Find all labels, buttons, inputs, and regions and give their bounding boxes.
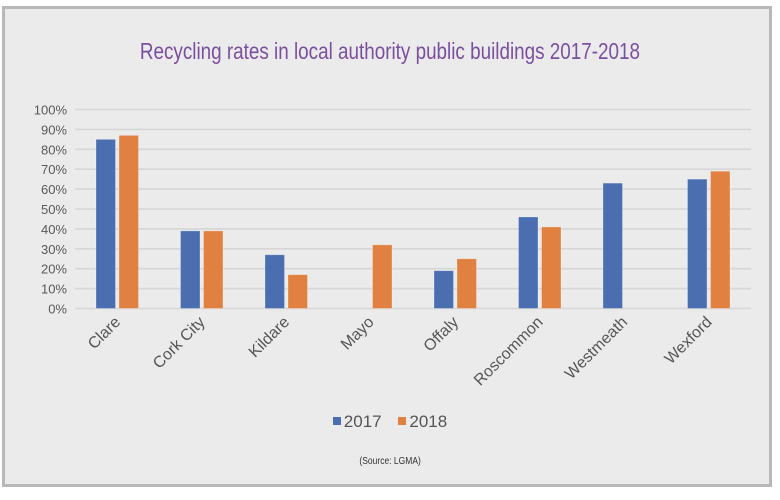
y-tick-label: 70%: [41, 162, 67, 177]
bar-2017-offaly: [433, 270, 454, 309]
x-tick-label: Roscommon: [471, 314, 547, 390]
bar-2017-clare: [95, 138, 116, 309]
y-tick-label: 50%: [41, 202, 67, 217]
chart-title-text: Recycling rates in local authority publi…: [139, 38, 641, 64]
bar-2018-clare: [118, 134, 139, 309]
y-tick-label: 0%: [48, 302, 67, 317]
bar-2018-roscommon: [541, 226, 562, 309]
y-tick-label: 40%: [41, 222, 67, 237]
x-tick-label: Clare: [85, 314, 124, 353]
bar-2017-wexford: [687, 178, 708, 309]
y-tick-label: 30%: [41, 242, 67, 257]
x-tick-label: Westmeath: [562, 314, 631, 383]
x-tick-label: Offaly: [421, 314, 462, 355]
bar-2018-offaly: [456, 258, 477, 309]
x-tick-label: Mayo: [338, 314, 378, 354]
legend: 2017 2018: [0, 412, 780, 432]
x-tick-label: Wexford: [662, 314, 716, 368]
bar-2018-cork-city: [203, 230, 224, 309]
legend-swatch-2017: [332, 417, 341, 425]
y-tick-label: 20%: [41, 262, 67, 277]
legend-item-2017: 2017: [332, 412, 382, 432]
bar-2018-kildare: [287, 274, 308, 309]
x-tick-label: Kildare: [246, 314, 293, 361]
bar-2017-kildare: [264, 254, 285, 309]
y-tick-label: 80%: [41, 142, 67, 157]
legend-swatch-2018: [398, 417, 407, 425]
bar-2018-wexford: [710, 170, 731, 309]
x-tick-label: Cork City: [150, 314, 209, 373]
source-note-text: (Source: LGMA): [359, 456, 421, 467]
legend-item-2018: 2018: [398, 412, 447, 432]
y-tick-label: 60%: [41, 182, 67, 197]
y-tick-label: 10%: [41, 282, 67, 297]
bar-2018-mayo: [372, 244, 393, 309]
y-tick-label: 90%: [41, 122, 67, 137]
legend-label-2017: 2017: [343, 412, 382, 431]
bar-2017-cork-city: [180, 230, 201, 309]
y-tick-label: 100%: [34, 103, 68, 118]
bar-2017-roscommon: [518, 216, 539, 309]
bar-2017-westmeath: [602, 182, 623, 309]
chart-title: Recycling rates in local authority publi…: [0, 38, 780, 65]
legend-label-2018: 2018: [409, 412, 448, 431]
source-note: (Source: LGMA): [0, 456, 780, 467]
